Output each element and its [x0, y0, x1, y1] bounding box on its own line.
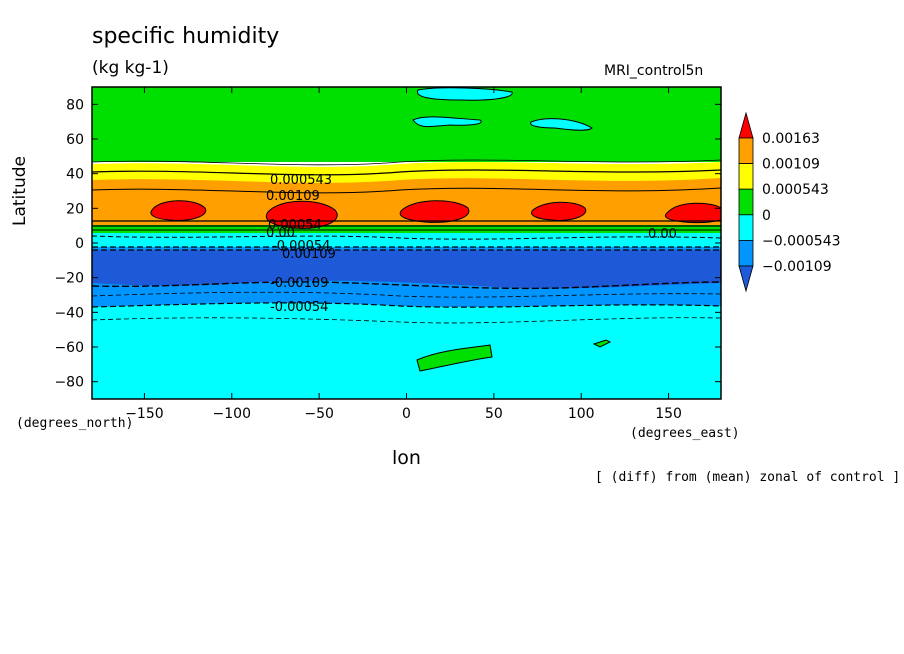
chart-title: specific humidity	[92, 24, 280, 49]
y-tick-label: −60	[54, 340, 84, 356]
x-axis-label: lon	[392, 447, 421, 469]
contour-line-dashed	[92, 281, 721, 290]
y-tick-label: 0	[75, 236, 84, 252]
plot-area: 0.000543 0.00109 0.00054 0.00 -0.00054 0…	[92, 87, 721, 399]
x-tick-label: 150	[655, 406, 682, 422]
colorbar-label: −0.00109	[762, 259, 832, 275]
x-tick-label: −50	[304, 406, 334, 422]
band-darkblue	[92, 250, 721, 289]
band-cyan-south	[92, 302, 721, 399]
y-tick-label: 40	[66, 167, 84, 183]
y-tick-label: 80	[66, 97, 84, 113]
colorbar-label: 0	[762, 208, 771, 224]
colorbar-label: −0.000543	[762, 233, 841, 249]
y-tick-label: −20	[54, 271, 84, 287]
x-axis: −150 −100 −50 0 50 100 150	[125, 87, 682, 422]
cell-red-4	[531, 201, 587, 221]
contour-line-dashed	[92, 291, 721, 298]
y-tick-label: 60	[66, 132, 84, 148]
x-tick-label: −100	[213, 406, 251, 422]
contour-label: 0.00109	[282, 247, 336, 262]
x-axis-unit: (degrees_east)	[630, 426, 740, 441]
contour-label: -0.00109	[270, 276, 328, 291]
contour-line-dashed	[92, 235, 721, 240]
contour-label: -0.00054	[270, 300, 328, 315]
y-tick-label: −40	[54, 305, 84, 321]
cell-red-3	[399, 200, 470, 223]
cell-cyan-1	[416, 87, 513, 101]
contour-label: 0.00054	[268, 218, 322, 233]
cell-red-5	[664, 202, 721, 224]
colorbar-label: 0.00163	[762, 131, 820, 147]
contour-label: 0.000543	[270, 173, 332, 188]
cell-green-2	[592, 339, 612, 348]
contour-line-dashed	[92, 302, 721, 308]
y-axis: 80 60 40 20 0 −20 −40 −60 −80	[54, 97, 721, 391]
band-green-eq	[92, 225, 721, 233]
contour-label: 0.00	[648, 227, 677, 242]
cell-cyan-3	[530, 118, 593, 131]
band-cyan-eq	[92, 233, 721, 247]
colorbar-swatch	[738, 137, 754, 165]
y-tick-label: 20	[66, 201, 84, 217]
colorbar-label: 0.00109	[762, 157, 820, 173]
x-tick-label: 50	[485, 406, 503, 422]
cell-green-1	[416, 344, 493, 372]
contour-line	[92, 187, 721, 194]
colorbar-swatch	[738, 214, 754, 241]
contour-line	[92, 159, 721, 166]
x-tick-label: 0	[402, 406, 411, 422]
contour-line-dashed	[92, 317, 721, 324]
contour-label: -0.00054	[272, 239, 330, 254]
y-tick-label: −80	[54, 375, 84, 391]
y-axis-unit: (degrees_north)	[16, 416, 134, 431]
colorbar-cap-top	[738, 111, 754, 139]
x-tick-label: −150	[125, 406, 163, 422]
band-green-north	[92, 87, 721, 162]
contour-line	[92, 169, 721, 176]
contour-label: 0.00	[266, 226, 295, 241]
colorbar-swatch	[738, 163, 754, 190]
cell-cyan-2	[412, 116, 482, 128]
colorbar-swatch	[738, 239, 754, 267]
colorbar-label: 0.000543	[762, 182, 829, 198]
contour-label: 0.00109	[266, 189, 320, 204]
colorbar-cap-bottom	[738, 265, 754, 293]
diff-note: [ (diff) from (mean) zonal of control ]	[595, 470, 901, 485]
colorbar: 0.00163 0.00109 0.000543 0 −0.000543 −0.00109	[738, 111, 841, 293]
chart-units: (kg kg-1)	[92, 58, 169, 78]
run-label: MRI_control5n	[604, 63, 704, 79]
cell-red-1	[150, 200, 207, 221]
colorbar-swatch	[738, 188, 754, 216]
x-tick-label: 100	[568, 406, 595, 422]
